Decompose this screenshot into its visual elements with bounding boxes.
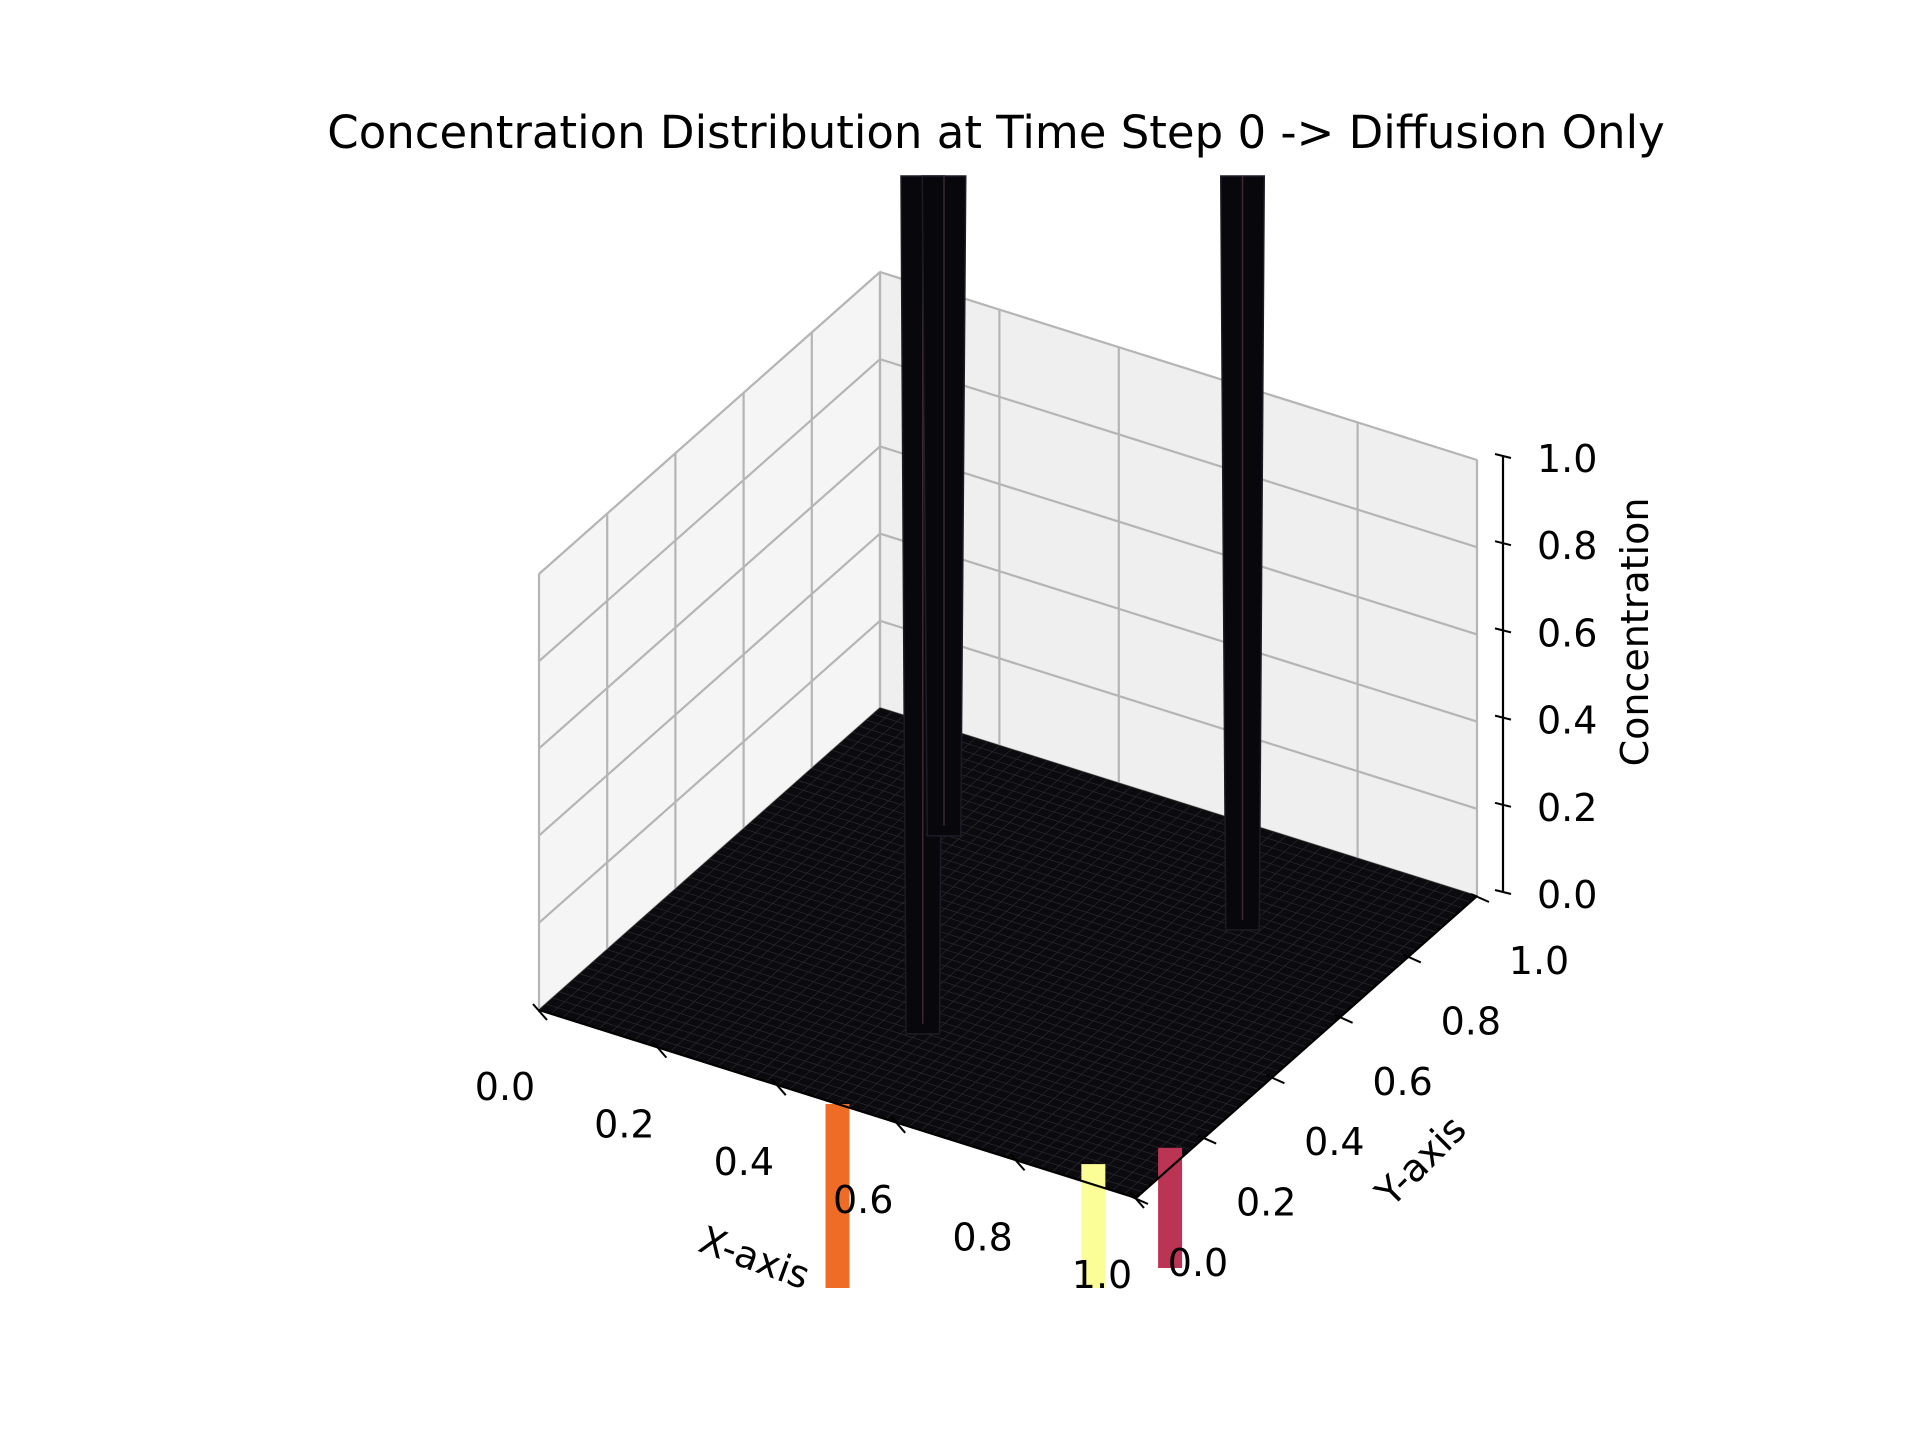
mesh-line bbox=[1004, 854, 1346, 1157]
grid-line bbox=[879, 619, 1478, 810]
mesh-line bbox=[1016, 858, 1358, 1161]
mesh-line bbox=[763, 810, 1362, 1000]
mesh-line bbox=[1099, 884, 1442, 1187]
mesh-line bbox=[1088, 880, 1430, 1184]
z-tick-label: 1.0 bbox=[1537, 437, 1597, 481]
y-axis-label: Y-axis bbox=[1366, 1107, 1475, 1216]
y-tick bbox=[1334, 1013, 1354, 1024]
mesh-line bbox=[784, 792, 1382, 981]
mesh-line bbox=[1123, 891, 1466, 1195]
axes bbox=[532, 453, 1512, 1209]
y-tick bbox=[1129, 1195, 1149, 1205]
y-tick-label: 1.0 bbox=[1509, 939, 1569, 983]
y-tick bbox=[1265, 1074, 1285, 1085]
grid-line bbox=[538, 619, 881, 924]
x-tick bbox=[1009, 1153, 1026, 1172]
grid-line bbox=[879, 270, 1478, 462]
z-tick bbox=[1494, 714, 1512, 721]
mesh-line bbox=[743, 828, 1341, 1018]
color-band bbox=[825, 1104, 850, 1288]
grid-line bbox=[538, 271, 881, 575]
z-tick bbox=[1494, 801, 1512, 808]
tick-labels: 0.00.20.40.60.81.0 0.00.20.40.60.81.00.00… bbox=[475, 437, 1598, 1297]
grid-lines bbox=[537, 270, 1479, 1011]
y-tick bbox=[1197, 1134, 1217, 1145]
x-tick-label: 0.2 bbox=[594, 1103, 654, 1147]
mesh-line bbox=[1040, 865, 1382, 1169]
mesh-line bbox=[920, 828, 1263, 1131]
grid-line bbox=[879, 445, 1478, 636]
mesh-line bbox=[729, 840, 1328, 1030]
y-tick bbox=[1402, 953, 1422, 964]
z-tick bbox=[1494, 627, 1512, 634]
x-tick-label: 0.6 bbox=[833, 1178, 893, 1222]
y-tick-label: 0.0 bbox=[1168, 1241, 1228, 1285]
mesh-line bbox=[896, 820, 1239, 1124]
y-tick-label: 0.4 bbox=[1304, 1120, 1364, 1164]
x-tick bbox=[890, 1116, 906, 1134]
mesh-line bbox=[1076, 876, 1418, 1180]
mesh-line bbox=[980, 846, 1323, 1150]
grid-line bbox=[538, 358, 881, 663]
mesh-line bbox=[1064, 873, 1406, 1176]
x-tick-label: 1.0 bbox=[1072, 1253, 1132, 1297]
z-tick bbox=[1494, 453, 1512, 459]
mesh-line bbox=[932, 831, 1275, 1135]
mesh-line bbox=[723, 846, 1321, 1036]
mesh-line bbox=[866, 719, 1464, 909]
surface bbox=[538, 175, 1478, 1199]
chart-title: Concentration Distribution at Time Step … bbox=[327, 106, 1664, 159]
mesh-line bbox=[885, 816, 1227, 1120]
mesh-line bbox=[791, 786, 1389, 975]
mesh-line bbox=[908, 824, 1251, 1127]
x-axis-label: X-axis bbox=[693, 1218, 815, 1298]
mesh-line bbox=[716, 852, 1314, 1042]
grid-line bbox=[879, 358, 1478, 549]
mesh-line bbox=[849, 805, 1191, 1109]
z-tick bbox=[1494, 540, 1512, 547]
z-tick-label: 0.8 bbox=[1537, 524, 1597, 568]
z-tick-label: 0.2 bbox=[1537, 786, 1597, 830]
z-tick bbox=[1494, 889, 1512, 895]
x-axis-line bbox=[538, 1008, 1137, 1200]
mesh-line bbox=[1052, 869, 1394, 1172]
x-tick-label: 0.4 bbox=[714, 1140, 774, 1184]
x-tick bbox=[651, 1040, 668, 1059]
y-tick-label: 0.8 bbox=[1441, 999, 1501, 1043]
mesh-line bbox=[798, 780, 1396, 969]
y-tick bbox=[1470, 893, 1490, 903]
grid-line bbox=[538, 532, 881, 837]
x-tick-label: 0.0 bbox=[475, 1065, 535, 1109]
mesh-line bbox=[861, 809, 1203, 1112]
mesh-line bbox=[873, 813, 1215, 1116]
mesh-line bbox=[777, 798, 1375, 987]
grid-line bbox=[879, 532, 1478, 723]
x-tick-label: 0.8 bbox=[952, 1215, 1012, 1259]
mesh-line bbox=[873, 713, 1471, 903]
y-tick-label: 0.2 bbox=[1236, 1181, 1296, 1225]
z-tick-label: 0.0 bbox=[1537, 873, 1597, 917]
z-tick-label: 0.6 bbox=[1537, 611, 1597, 655]
mesh-line bbox=[709, 858, 1307, 1048]
x-tick bbox=[771, 1078, 787, 1096]
mesh-line bbox=[750, 822, 1348, 1012]
mesh-line bbox=[770, 804, 1368, 993]
mesh-line bbox=[736, 834, 1334, 1024]
mesh-line bbox=[1028, 861, 1370, 1165]
z-tick-label: 0.4 bbox=[1537, 699, 1597, 743]
z-axis-label: Concentration bbox=[1613, 498, 1657, 767]
x-tick bbox=[532, 1003, 548, 1021]
mesh-line bbox=[757, 816, 1355, 1006]
mesh-line bbox=[1111, 888, 1454, 1191]
y-axis-line bbox=[1135, 895, 1478, 1199]
grid-line bbox=[538, 445, 881, 750]
mesh-line bbox=[992, 850, 1334, 1154]
y-tick-label: 0.6 bbox=[1372, 1060, 1432, 1104]
